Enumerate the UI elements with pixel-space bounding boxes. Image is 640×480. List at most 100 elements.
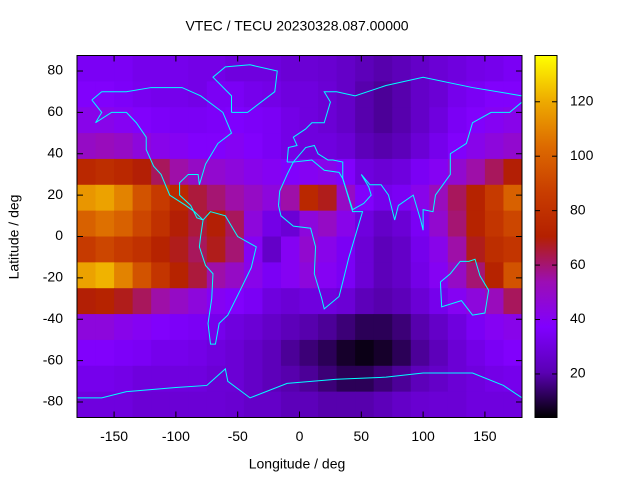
heat-cell xyxy=(484,365,504,393)
heat-cell xyxy=(77,158,97,186)
heat-cell xyxy=(355,158,375,186)
heat-cell xyxy=(95,133,115,160)
heat-cell xyxy=(484,262,504,289)
heat-cell xyxy=(151,107,171,134)
heat-cell xyxy=(188,210,208,237)
heat-cell xyxy=(355,236,375,263)
colorbar-tick-label: 20 xyxy=(570,365,586,381)
heat-cell xyxy=(484,184,504,212)
heat-cell xyxy=(410,107,430,134)
heat-cell xyxy=(373,158,393,186)
heat-cell xyxy=(243,55,263,82)
heat-cell xyxy=(336,158,356,186)
heat-cell xyxy=(188,107,208,134)
heat-cell xyxy=(169,133,189,160)
heat-cell xyxy=(280,133,300,160)
heat-cell xyxy=(243,314,263,341)
heat-cell xyxy=(503,210,522,237)
chart-title: VTEC / TECU 20230328.087.00000 xyxy=(185,18,408,34)
heat-cell xyxy=(429,262,449,289)
heat-cell xyxy=(243,210,263,237)
heat-cell xyxy=(169,55,189,82)
heat-cell xyxy=(262,339,282,367)
heat-cell xyxy=(410,391,430,418)
heat-cell xyxy=(392,133,412,160)
heat-cell xyxy=(318,365,338,393)
heat-cell xyxy=(188,55,208,82)
x-axis-label: Longitude / deg xyxy=(249,456,346,472)
heat-cell xyxy=(243,288,263,315)
heat-cell xyxy=(77,133,97,160)
heat-cell xyxy=(262,107,282,134)
heat-cell xyxy=(151,184,171,212)
heat-cell xyxy=(355,288,375,315)
heat-cell xyxy=(299,107,319,134)
heat-cell xyxy=(114,288,134,315)
heat-cell xyxy=(355,339,375,367)
heat-cell xyxy=(280,391,300,418)
heat-cell xyxy=(151,262,171,289)
coastline xyxy=(212,64,278,113)
heat-cell xyxy=(299,288,319,315)
heat-cell xyxy=(206,210,226,237)
heat-cell xyxy=(336,81,356,108)
heat-cell xyxy=(355,55,375,82)
heat-cell xyxy=(392,210,412,237)
heat-cell xyxy=(262,391,282,418)
heat-cell xyxy=(151,158,171,186)
heat-cell xyxy=(151,391,171,418)
heat-cell xyxy=(392,55,412,82)
heat-cell xyxy=(410,314,430,341)
heat-cell xyxy=(132,391,152,418)
heat-cell xyxy=(373,236,393,263)
heat-cell xyxy=(318,107,338,134)
y-tick-label: 80 xyxy=(47,62,63,78)
heat-cell xyxy=(114,210,134,237)
heat-cell xyxy=(77,81,97,108)
heat-cell xyxy=(206,107,226,134)
heat-cell xyxy=(373,288,393,315)
heat-cell xyxy=(151,288,171,315)
heat-cell xyxy=(280,107,300,134)
heat-cell xyxy=(151,314,171,341)
heat-cell xyxy=(77,288,97,315)
heat-cell xyxy=(299,55,319,82)
heat-cell xyxy=(188,133,208,160)
heat-cell xyxy=(336,262,356,289)
heat-cell xyxy=(132,133,152,160)
heat-cell xyxy=(447,339,467,367)
heat-cell xyxy=(373,184,393,212)
heat-cell xyxy=(336,210,356,237)
heat-cell xyxy=(503,339,522,367)
heat-cell xyxy=(95,365,115,393)
heat-cell xyxy=(114,158,134,186)
heat-cell xyxy=(262,158,282,186)
heat-cell xyxy=(503,236,522,263)
heat-cell xyxy=(503,55,522,82)
heat-cell xyxy=(151,81,171,108)
heat-cell xyxy=(299,391,319,418)
y-axis-label: Latitude / deg xyxy=(6,195,22,280)
heat-cell xyxy=(132,262,152,289)
heat-cell xyxy=(243,158,263,186)
heat-cell xyxy=(225,133,245,160)
heat-cell xyxy=(169,158,189,186)
coastlines xyxy=(77,64,522,399)
heat-cell xyxy=(466,391,486,418)
heat-cell xyxy=(447,184,467,212)
x-tick-label: 50 xyxy=(354,428,370,444)
y-tick-label: 40 xyxy=(47,144,63,160)
heat-cell xyxy=(280,55,300,82)
heat-cell xyxy=(77,107,97,134)
y-tick-label: 20 xyxy=(47,186,63,202)
heat-cell xyxy=(77,339,97,367)
heat-cell xyxy=(299,262,319,289)
heat-cell xyxy=(151,339,171,367)
heat-cell xyxy=(373,210,393,237)
heat-cell xyxy=(392,158,412,186)
x-tick-label: 0 xyxy=(296,428,304,444)
heat-cell xyxy=(429,288,449,315)
heat-cell xyxy=(299,184,319,212)
heat-cell xyxy=(318,210,338,237)
